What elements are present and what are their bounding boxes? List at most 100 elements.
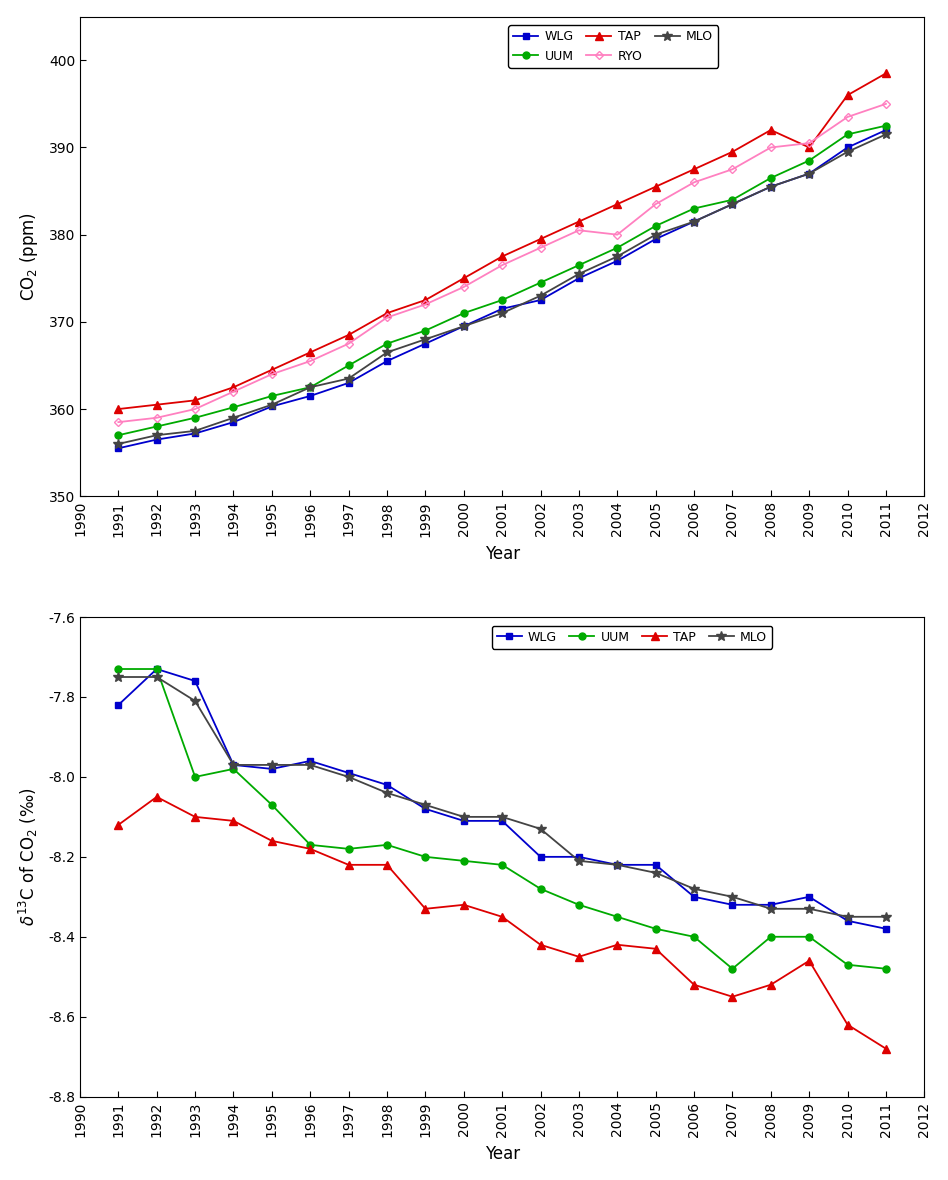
WLG	[842, 140, 853, 155]
TAP	[113, 818, 124, 832]
MLO	[727, 890, 738, 904]
WLG	[574, 850, 585, 864]
UUM	[151, 662, 162, 676]
WLG	[804, 166, 815, 181]
Line: TAP: TAP	[114, 70, 890, 413]
WLG	[574, 271, 585, 286]
MLO	[804, 902, 815, 916]
TAP	[497, 249, 508, 263]
WLG	[190, 674, 201, 688]
TAP	[688, 978, 700, 992]
MLO	[113, 670, 124, 684]
UUM	[343, 841, 355, 855]
UUM	[574, 258, 585, 273]
UUM	[420, 850, 431, 864]
MLO	[765, 179, 776, 194]
WLG	[650, 858, 662, 872]
UUM	[650, 922, 662, 936]
Y-axis label: $\delta^{13}$C of CO$_2$ (‰): $\delta^{13}$C of CO$_2$ (‰)	[17, 787, 40, 926]
UUM	[266, 389, 278, 404]
Line: MLO: MLO	[114, 130, 891, 448]
MLO	[497, 809, 508, 824]
MLO	[804, 166, 815, 181]
MLO	[688, 881, 700, 896]
MLO	[535, 821, 546, 835]
MLO	[228, 758, 239, 772]
UUM	[804, 153, 815, 168]
WLG	[688, 890, 700, 904]
TAP	[458, 898, 469, 912]
UUM	[688, 930, 700, 944]
TAP	[343, 328, 355, 342]
TAP	[420, 293, 431, 307]
WLG	[343, 375, 355, 389]
UUM	[228, 762, 239, 776]
MLO	[151, 428, 162, 442]
MLO	[842, 910, 853, 924]
UUM	[727, 192, 738, 206]
WLG	[190, 426, 201, 440]
Line: RYO: RYO	[116, 101, 888, 425]
TAP	[458, 271, 469, 286]
TAP	[804, 953, 815, 968]
TAP	[650, 942, 662, 956]
UUM	[497, 293, 508, 307]
RYO	[650, 197, 662, 211]
TAP	[266, 362, 278, 376]
TAP	[420, 902, 431, 916]
RYO	[113, 415, 124, 430]
TAP	[304, 841, 316, 855]
WLG	[266, 399, 278, 413]
UUM	[420, 323, 431, 337]
MLO	[304, 380, 316, 394]
WLG	[420, 336, 431, 350]
TAP	[113, 402, 124, 417]
UUM	[190, 411, 201, 425]
MLO	[228, 411, 239, 425]
MLO	[497, 306, 508, 320]
RYO	[228, 385, 239, 399]
Line: WLG: WLG	[115, 666, 889, 932]
TAP	[343, 858, 355, 872]
RYO	[497, 258, 508, 273]
MLO	[611, 858, 623, 872]
WLG	[151, 662, 162, 676]
WLG	[420, 801, 431, 815]
MLO	[151, 670, 162, 684]
MLO	[343, 372, 355, 386]
Line: WLG: WLG	[115, 126, 889, 452]
UUM	[343, 359, 355, 373]
UUM	[804, 930, 815, 944]
X-axis label: Year: Year	[484, 1146, 520, 1163]
WLG	[304, 754, 316, 768]
MLO	[381, 346, 392, 360]
WLG	[497, 302, 508, 316]
UUM	[611, 241, 623, 255]
RYO	[420, 297, 431, 312]
WLG	[228, 758, 239, 772]
WLG	[535, 293, 546, 307]
TAP	[535, 938, 546, 952]
UUM	[574, 898, 585, 912]
WLG	[304, 389, 316, 404]
MLO	[650, 866, 662, 880]
WLG	[611, 254, 623, 268]
WLG	[458, 319, 469, 333]
TAP	[804, 140, 815, 155]
MLO	[688, 215, 700, 229]
TAP	[574, 950, 585, 964]
TAP	[765, 123, 776, 137]
WLG	[458, 814, 469, 828]
TAP	[881, 1042, 892, 1056]
Line: TAP: TAP	[114, 793, 890, 1053]
WLG	[688, 215, 700, 229]
TAP	[535, 232, 546, 247]
UUM	[535, 276, 546, 290]
WLG	[151, 433, 162, 447]
TAP	[190, 393, 201, 407]
UUM	[535, 881, 546, 896]
WLG	[611, 858, 623, 872]
WLG	[343, 766, 355, 780]
UUM	[151, 419, 162, 433]
WLG	[113, 697, 124, 712]
